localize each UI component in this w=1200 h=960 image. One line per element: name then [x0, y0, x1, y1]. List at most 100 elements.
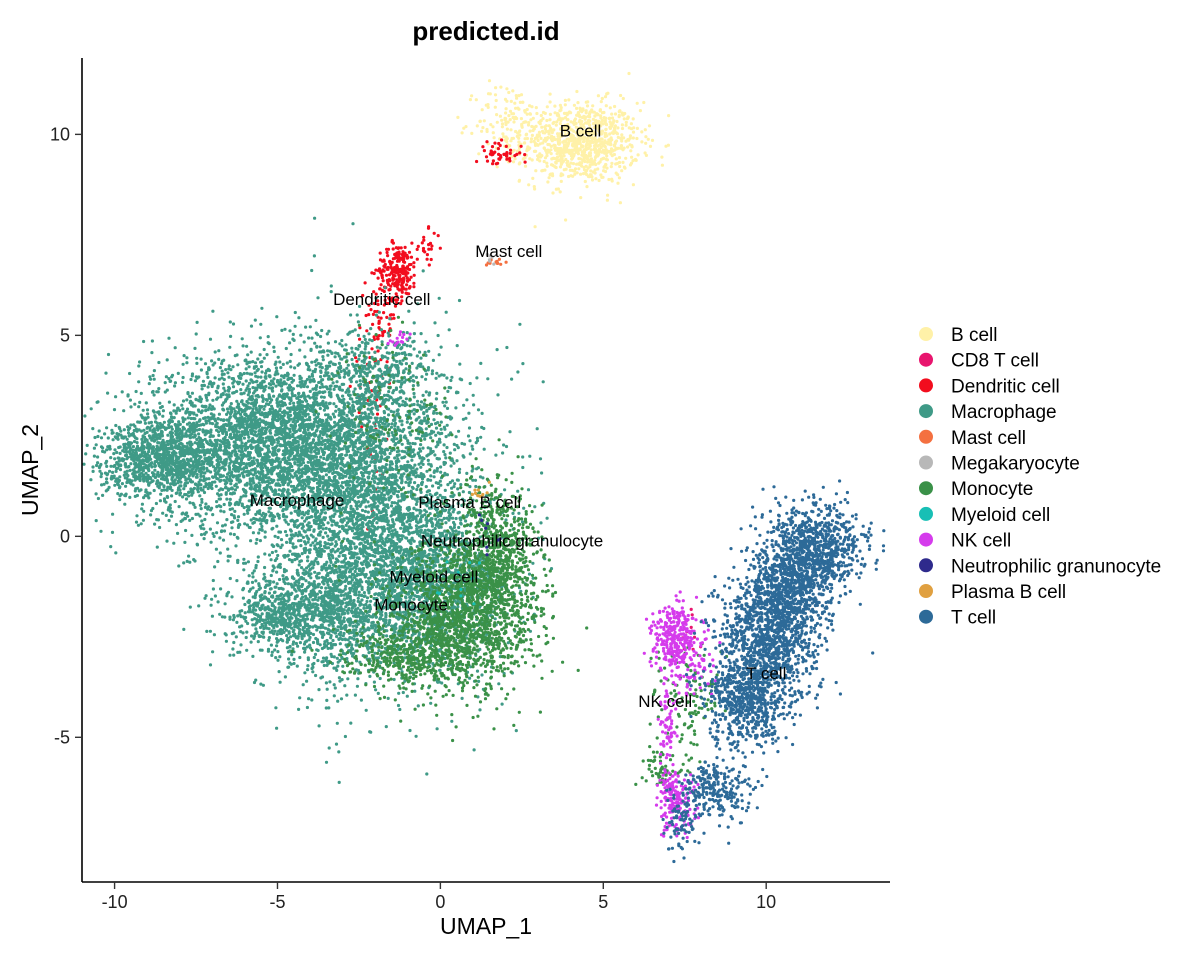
point — [151, 373, 155, 378]
point — [504, 107, 508, 111]
point — [237, 473, 242, 477]
point — [577, 113, 581, 117]
point — [528, 157, 532, 161]
point — [225, 518, 229, 522]
point — [259, 365, 264, 369]
point — [278, 407, 282, 411]
point — [214, 484, 218, 488]
point — [547, 124, 551, 128]
point — [244, 412, 248, 416]
point — [624, 120, 628, 124]
point — [368, 463, 372, 468]
point — [263, 426, 267, 430]
point — [568, 151, 572, 155]
point — [181, 362, 185, 366]
point — [235, 399, 239, 403]
point — [585, 104, 590, 108]
point — [579, 172, 583, 176]
point — [274, 360, 278, 364]
point — [593, 144, 597, 148]
point — [579, 196, 583, 200]
point — [293, 461, 297, 465]
point — [158, 525, 162, 530]
point — [150, 351, 154, 355]
point — [243, 442, 247, 446]
point — [529, 137, 534, 141]
point — [577, 128, 581, 132]
point — [525, 112, 529, 116]
point — [244, 379, 248, 383]
point — [246, 353, 250, 357]
point — [200, 383, 204, 388]
point — [494, 162, 498, 166]
point — [572, 169, 576, 173]
point — [234, 416, 238, 420]
point — [533, 187, 537, 191]
point — [493, 93, 498, 97]
point — [232, 460, 237, 464]
point — [385, 247, 389, 251]
point — [589, 169, 593, 173]
point — [236, 363, 240, 367]
point — [505, 345, 509, 350]
point — [403, 251, 407, 255]
point — [412, 281, 416, 285]
point — [231, 385, 236, 389]
point — [635, 136, 639, 141]
point — [213, 350, 217, 354]
point — [169, 514, 174, 518]
point — [522, 120, 526, 124]
point — [552, 156, 557, 161]
point — [400, 257, 404, 261]
point — [396, 257, 401, 261]
point — [525, 107, 529, 112]
point — [249, 324, 254, 328]
point — [588, 173, 592, 177]
point — [260, 394, 264, 398]
point — [271, 439, 275, 443]
point — [667, 114, 671, 118]
point — [114, 395, 118, 399]
point — [564, 111, 569, 115]
point — [599, 173, 603, 177]
point — [272, 478, 276, 482]
point — [241, 423, 245, 427]
point — [188, 394, 192, 398]
point — [206, 408, 210, 412]
point — [570, 153, 575, 157]
point — [586, 160, 590, 164]
point — [377, 321, 381, 325]
point — [314, 318, 318, 322]
point — [490, 145, 495, 149]
point — [253, 371, 257, 375]
point — [327, 329, 331, 333]
point — [250, 426, 254, 430]
point — [156, 390, 160, 394]
point — [577, 162, 582, 167]
point — [226, 444, 230, 448]
point — [689, 607, 693, 612]
point — [181, 518, 185, 522]
point — [622, 165, 627, 169]
point — [429, 247, 433, 251]
point — [569, 174, 573, 178]
point — [407, 263, 412, 267]
point — [331, 412, 335, 416]
point — [215, 397, 219, 401]
point — [643, 128, 647, 132]
point — [610, 123, 614, 127]
point — [228, 320, 232, 324]
point — [152, 393, 156, 397]
point — [195, 356, 199, 360]
point — [399, 246, 403, 250]
point — [264, 398, 268, 402]
point — [270, 386, 275, 390]
point — [208, 435, 212, 439]
point — [267, 368, 271, 373]
point — [245, 371, 249, 375]
point — [599, 114, 603, 118]
point — [620, 111, 624, 115]
point — [528, 112, 532, 116]
point — [333, 420, 337, 424]
